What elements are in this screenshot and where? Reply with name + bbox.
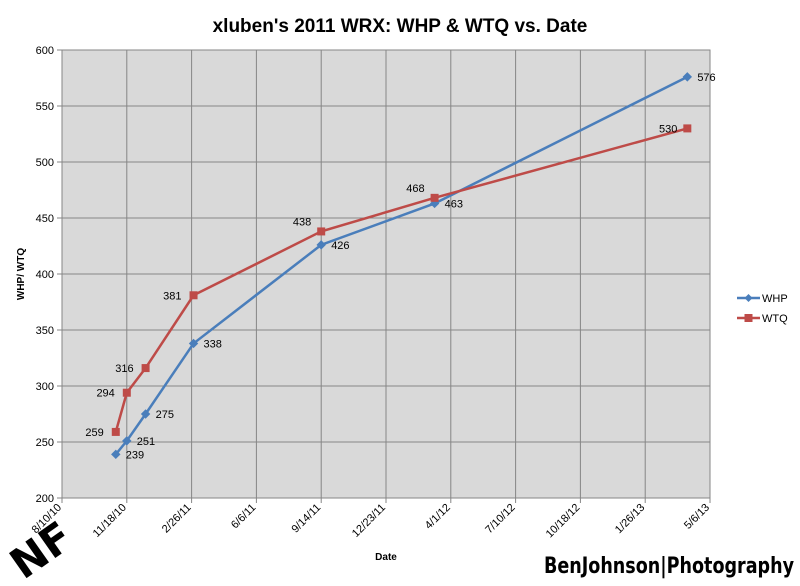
data-label-whp: 576 <box>697 72 715 84</box>
y-axis-ticks: 200 250 300 350 400 450 500 550 600 <box>36 45 62 505</box>
legend: WHP WTQ <box>737 293 788 325</box>
legend-label: WHP <box>762 293 788 305</box>
watermark-credit-bg <box>540 548 798 578</box>
data-point-wtq <box>683 124 692 133</box>
series-wtq: 259 294 316 381 438 468 530 <box>85 123 692 439</box>
data-point-wtq <box>111 427 120 436</box>
data-point-wtq <box>430 193 439 202</box>
x-axis-label: Date <box>375 552 397 563</box>
y-tick-label: 550 <box>36 101 54 113</box>
watermark-credit: BenJohnson|Photography <box>544 554 794 579</box>
y-tick-label: 200 <box>36 493 54 505</box>
data-label-whp: 463 <box>445 198 463 210</box>
y-tick-label: 600 <box>36 45 54 57</box>
legend-item-wtq: WTQ <box>737 313 788 325</box>
data-point-wtq <box>122 388 131 397</box>
data-label-whp: 239 <box>126 449 144 461</box>
data-label-whp: 275 <box>156 409 174 421</box>
y-tick-label: 250 <box>36 437 54 449</box>
data-point-wtq <box>317 227 326 236</box>
data-point-whp <box>122 436 132 446</box>
legend-item-whp: WHP <box>737 293 788 305</box>
data-point-whp <box>682 72 693 82</box>
data-label-whp: 338 <box>204 338 222 350</box>
data-label-whp: 251 <box>137 436 155 448</box>
data-point-wtq <box>189 291 198 300</box>
legend-label: WTQ <box>762 313 788 325</box>
data-label-wtq: 381 <box>163 290 181 302</box>
data-point-whp <box>316 240 326 250</box>
gridlines <box>62 50 710 498</box>
data-point-whp <box>111 449 121 460</box>
data-point-whp <box>188 338 199 349</box>
data-label-wtq: 530 <box>659 123 677 135</box>
data-label-whp: 426 <box>331 240 349 252</box>
data-label-wtq: 259 <box>85 427 103 439</box>
legend-marker <box>744 314 753 322</box>
y-tick-label: 350 <box>36 325 54 337</box>
data-label-wtq: 468 <box>406 183 424 195</box>
y-tick-label: 500 <box>36 157 54 169</box>
data-point-whp <box>140 409 151 419</box>
legend-marker <box>744 294 753 302</box>
y-tick-label: 400 <box>36 269 54 281</box>
y-tick-label: 450 <box>36 213 54 225</box>
data-label-wtq: 316 <box>115 363 133 375</box>
chart-title: xluben's 2011 WRX: WHP & WTQ vs. Date <box>213 16 588 37</box>
data-label-wtq: 438 <box>293 216 311 228</box>
y-axis-label: WHP/ WTQ <box>16 248 27 300</box>
data-point-wtq <box>141 364 150 373</box>
data-label-wtq: 294 <box>96 388 114 400</box>
y-tick-label: 300 <box>36 381 54 393</box>
